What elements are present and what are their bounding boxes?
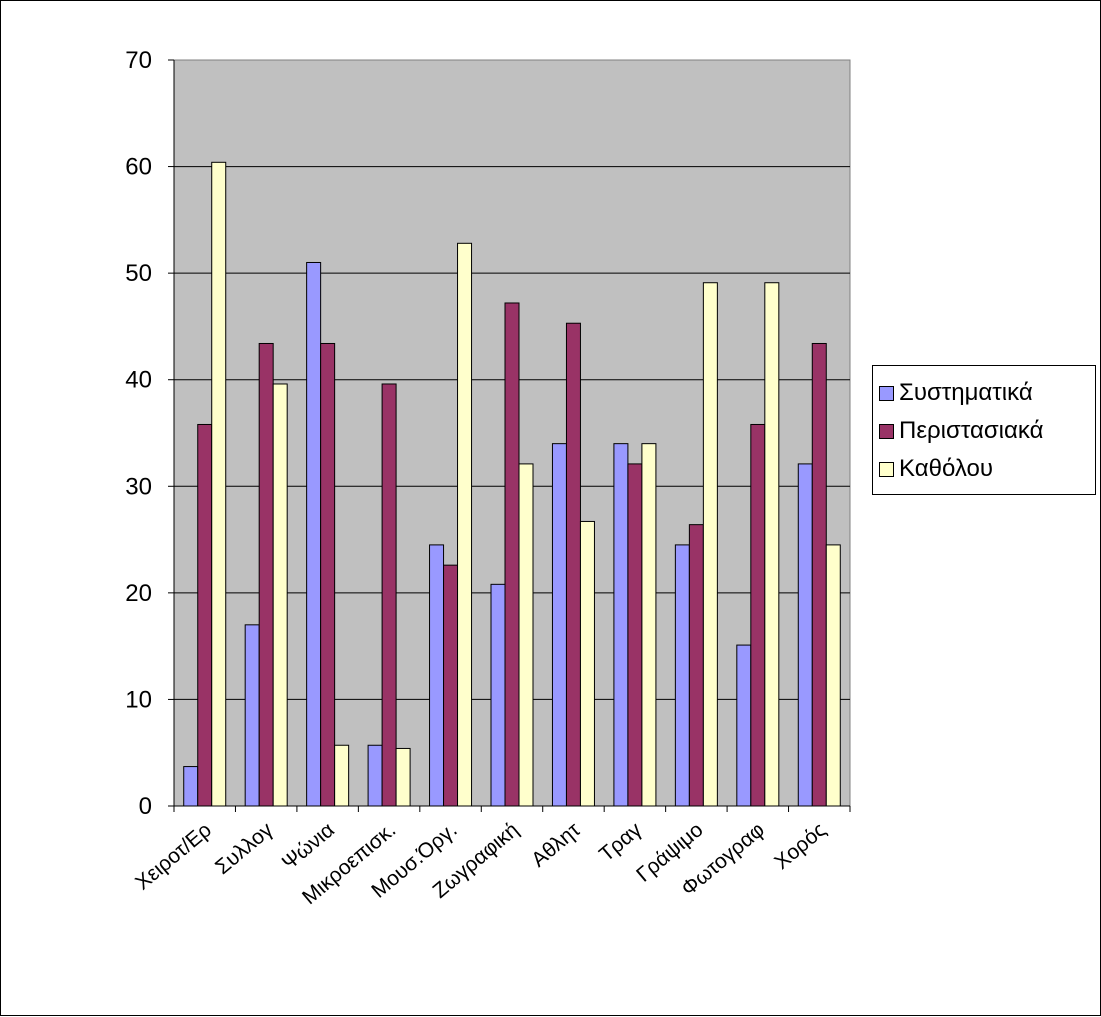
bar-peristasiaka (750, 423, 766, 807)
legend-swatch (879, 423, 894, 439)
bar-katholou (272, 383, 288, 807)
y-tick-label: 0 (139, 793, 152, 820)
y-tick-label: 40 (125, 367, 152, 394)
bar-systematika (306, 261, 322, 807)
x-tick-label: Χειροτ/Ερ (131, 818, 216, 894)
y-tick-label: 30 (125, 473, 152, 500)
bars (183, 161, 841, 807)
bar-systematika (429, 544, 445, 807)
legend: Συστηματικά Περιστασιακά Καθόλου (872, 365, 1096, 495)
bar-katholou (825, 544, 841, 807)
bar-systematika (797, 463, 813, 807)
legend-item-katholou: Καθόλου (879, 450, 1095, 488)
x-tick-label: Συλλογ (211, 818, 278, 879)
bar-systematika (551, 443, 567, 807)
y-tick-label: 50 (125, 260, 152, 287)
bar-peristasiaka (320, 342, 336, 807)
bar-katholou (702, 282, 718, 807)
bar-peristasiaka (258, 342, 274, 807)
bar-peristasiaka (811, 342, 827, 807)
bar-peristasiaka (197, 423, 213, 807)
legend-item-systematika: Συστηματικά (879, 374, 1095, 412)
y-tick-label: 70 (125, 47, 152, 74)
bar-systematika (367, 744, 383, 807)
bar-katholou (457, 242, 473, 807)
bar-systematika (183, 766, 199, 807)
bar-systematika (244, 624, 260, 807)
bar-katholou (334, 744, 350, 807)
bar-katholou (518, 463, 534, 807)
bar-peristasiaka (443, 564, 459, 807)
legend-swatch (879, 461, 894, 477)
x-tick-label: Αθλητ (527, 818, 585, 872)
bar-systematika (613, 443, 629, 807)
legend-label: Συστηματικά (899, 379, 1033, 406)
bar-peristasiaka (504, 302, 520, 807)
legend-swatch (879, 385, 894, 401)
legend-label: Καθόλου (899, 455, 993, 482)
y-tick-label: 20 (125, 580, 152, 607)
bar-katholou (764, 282, 780, 807)
bar-peristasiaka (688, 524, 704, 807)
bar-peristasiaka (565, 322, 581, 807)
bar-katholou (579, 520, 595, 807)
bar-systematika (490, 583, 506, 807)
bar-systematika (674, 544, 690, 807)
legend-label: Περιστασιακά (899, 417, 1044, 444)
bar-peristasiaka (627, 463, 643, 807)
bar-katholou (641, 443, 657, 807)
legend-item-peristasiaka: Περιστασιακά (879, 412, 1095, 450)
bar-katholou (211, 161, 227, 807)
bar-peristasiaka (381, 383, 397, 807)
x-tick-label: Χορός (770, 818, 830, 874)
x-tick-label: Τραγ (595, 818, 646, 866)
y-tick-label: 10 (125, 686, 152, 713)
bar-systematika (736, 644, 752, 807)
y-tick-label: 60 (125, 154, 152, 181)
bar-katholou (395, 747, 411, 807)
